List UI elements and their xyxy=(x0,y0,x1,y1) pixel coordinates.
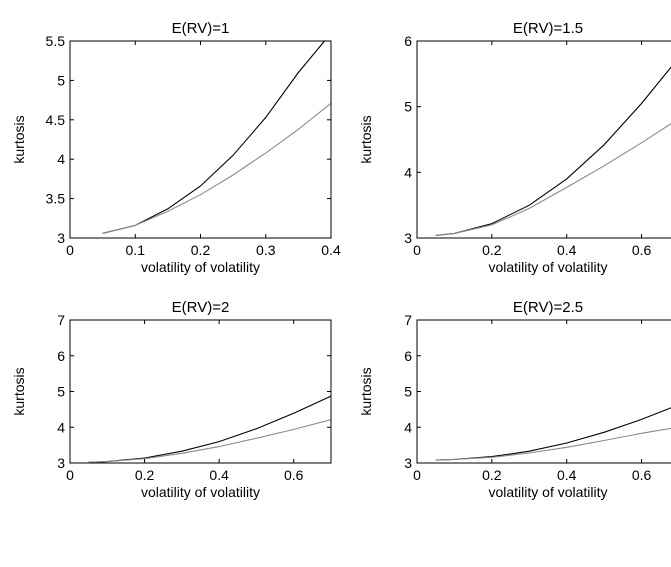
y-tick-label: 5 xyxy=(57,72,65,88)
y-tick-label: 3 xyxy=(57,230,65,246)
subplot-4: 0 0.2 0.4 0.6 3 4 5 6 7 E(RV)=2.5 volatility of vo… xyxy=(358,299,671,500)
subplot-1: 0 0.1 0.2 0.3 0.4 3 3.5 4 4.5 5 5.5 E(RV)=1 volatili… xyxy=(11,20,341,275)
y-tick-label: 6 xyxy=(57,348,65,364)
x-tick-label: 0.2 xyxy=(191,242,211,258)
x-axis-label: volatility of volatility xyxy=(141,259,260,275)
y-tick-label: 4.5 xyxy=(46,112,66,128)
x-tick-label: 0.2 xyxy=(135,467,155,483)
series-line-2 xyxy=(435,427,671,461)
y-tick-label: 3 xyxy=(57,455,65,471)
x-axis-label: volatility of volatility xyxy=(141,484,260,500)
x-tick-label: 0.1 xyxy=(126,242,146,258)
chart-title: E(RV)=2.5 xyxy=(513,299,583,316)
series-line-1 xyxy=(435,407,671,461)
y-axis-label: kurtosis xyxy=(11,367,27,415)
chart-title: E(RV)=1.5 xyxy=(513,20,583,37)
x-tick-label: 0.6 xyxy=(284,467,304,483)
y-axis-label: kurtosis xyxy=(11,115,27,163)
x-tick-label: 0 xyxy=(66,467,74,483)
y-tick-label: 4 xyxy=(57,419,65,435)
y-tick-label: 4 xyxy=(404,164,412,180)
y-tick-label: 5 xyxy=(57,384,65,400)
y-tick-label: 5 xyxy=(404,99,412,115)
series-line-2 xyxy=(435,123,671,236)
y-tick-label: 7 xyxy=(57,312,65,328)
x-tick-label: 0 xyxy=(413,467,421,483)
x-tick-label: 0.2 xyxy=(482,467,502,483)
subplot-2: 0 0.2 0.4 0.6 3 4 5 6 E(RV)=1.5 volatility of vol… xyxy=(358,20,671,275)
y-tick-label: 3 xyxy=(404,455,412,471)
x-tick-label: 0.4 xyxy=(209,467,229,483)
chart-title: E(RV)=1 xyxy=(172,20,230,37)
x-tick-label: 0.4 xyxy=(557,467,577,483)
x-tick-label: 0.6 xyxy=(632,242,652,258)
series-line-1 xyxy=(102,41,325,234)
y-tick-label: 6 xyxy=(404,348,412,364)
x-tick-label: 0.3 xyxy=(256,242,276,258)
series-line-2 xyxy=(102,102,331,234)
series-line-2 xyxy=(88,419,331,463)
x-tick-label: 0.6 xyxy=(632,467,652,483)
plot-frame xyxy=(416,40,671,239)
x-tick-label: 0 xyxy=(66,242,74,258)
y-axis-label: kurtosis xyxy=(358,115,374,163)
plot-frame xyxy=(69,319,332,464)
subplot-3: 0 0.2 0.4 0.6 3 4 5 6 7 E(RV)=2 volatility of vola… xyxy=(11,299,332,500)
y-tick-label: 4 xyxy=(57,151,65,167)
y-tick-label: 3.5 xyxy=(46,191,66,207)
plot-frame xyxy=(416,319,671,464)
x-axis-label: volatility of volatility xyxy=(488,259,607,275)
y-tick-label: 5 xyxy=(404,384,412,400)
plot-frame xyxy=(69,40,332,239)
y-tick-label: 4 xyxy=(404,419,412,435)
x-axis-label: volatility of volatility xyxy=(488,484,607,500)
x-tick-label: 0.4 xyxy=(321,242,341,258)
y-axis-label: kurtosis xyxy=(358,367,374,415)
y-tick-label: 7 xyxy=(404,312,412,328)
x-tick-label: 0.2 xyxy=(482,242,502,258)
y-tick-label: 3 xyxy=(404,230,412,246)
chart-title: E(RV)=2 xyxy=(172,299,230,316)
y-tick-label: 6 xyxy=(404,33,412,49)
x-tick-label: 0.4 xyxy=(557,242,577,258)
y-tick-label: 5.5 xyxy=(46,33,66,49)
x-tick-label: 0 xyxy=(413,242,421,258)
